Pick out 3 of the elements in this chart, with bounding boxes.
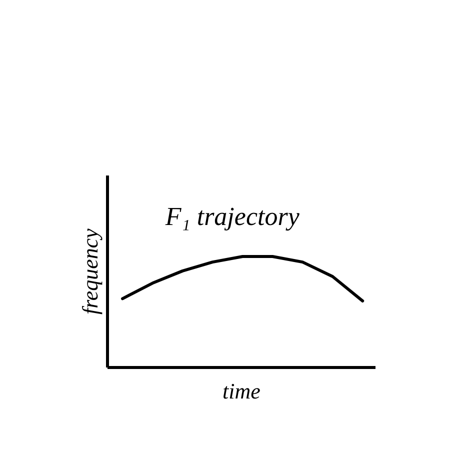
x-axis-title: time [222,378,261,404]
text: F₁ trajectory [164,202,300,231]
y-axis-title: frequency [78,228,102,314]
